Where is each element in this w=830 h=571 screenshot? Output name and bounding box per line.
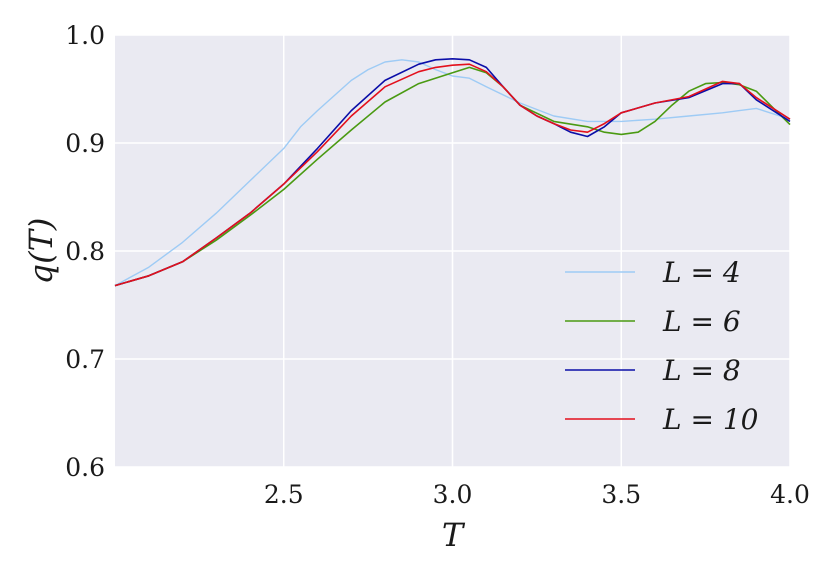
x-tick-label: 4.0: [770, 480, 810, 509]
legend-label-1: L = 6: [662, 305, 741, 338]
y-tick-label: 0.7: [65, 345, 105, 374]
x-tick-label: 3.0: [433, 480, 473, 509]
y-tick-label: 0.9: [65, 129, 105, 158]
y-tick-label: 1.0: [65, 21, 105, 50]
series-lines: [114, 58, 791, 287]
legend-label-3: L = 10: [662, 403, 758, 436]
legend: L = 4 L = 6 L = 8 L = 10: [565, 256, 758, 436]
y-tick-label: 0.8: [65, 237, 105, 266]
x-tick-label: 2.5: [264, 480, 304, 509]
x-tick-label: 3.5: [601, 480, 641, 509]
grid: [115, 34, 791, 468]
y-axis-ticks: 0.6 0.7 0.8 0.9 1.0: [65, 21, 105, 482]
x-axis-label: T: [442, 516, 466, 554]
y-axis-label: q(T): [22, 218, 60, 285]
x-axis-ticks: 2.5 3.0 3.5 4.0: [264, 480, 810, 509]
legend-label-0: L = 4: [662, 256, 741, 289]
y-tick-label: 0.6: [65, 453, 105, 482]
series-line-3: [114, 63, 791, 287]
legend-label-2: L = 8: [662, 354, 741, 387]
series-line-0: [114, 59, 791, 287]
